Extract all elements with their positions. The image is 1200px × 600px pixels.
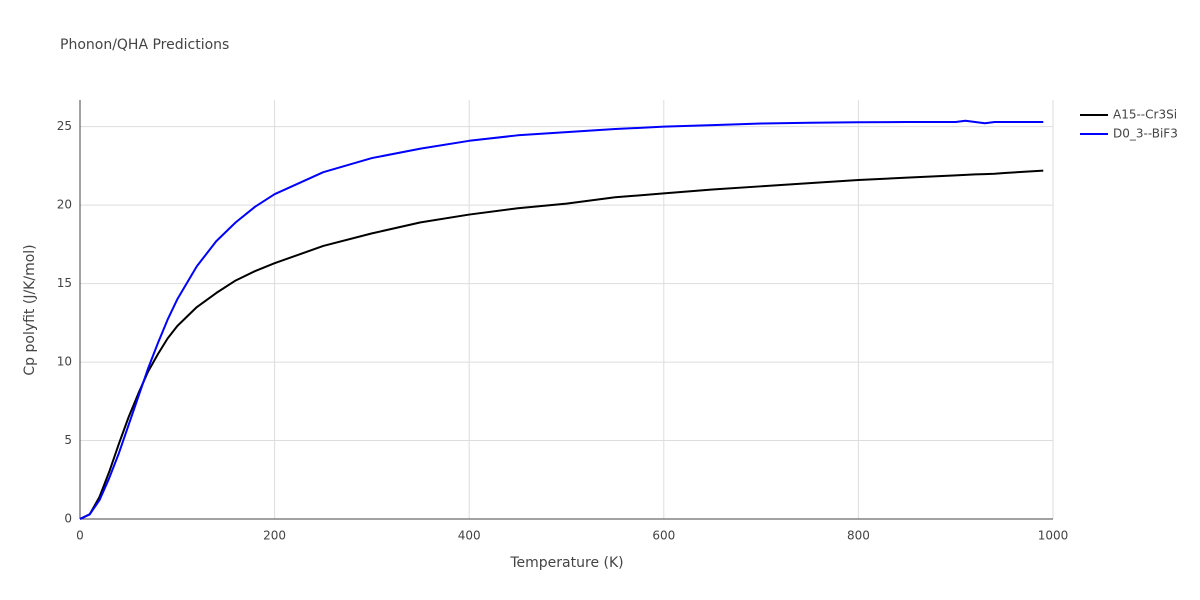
legend-label: D0_3--BiF3 [1113, 127, 1178, 141]
y-tick-label: 5 [64, 433, 72, 447]
x-tick-label: 200 [263, 529, 286, 543]
x-axis-title: Temperature (K) [509, 555, 623, 571]
y-axis-title: Cp polyfit (J/K/mol) [22, 244, 38, 375]
y-tick-label: 15 [57, 276, 72, 290]
series-line [79, 169, 1044, 520]
legend-label: A15--Cr3Si [1113, 108, 1177, 122]
series-line [79, 119, 1044, 520]
x-tick-label: 800 [847, 529, 870, 543]
x-tick-label: 1000 [1038, 529, 1069, 543]
x-tick-label: 600 [652, 529, 675, 543]
y-tick-label: 0 [64, 512, 72, 526]
chart-title: Phonon/QHA Predictions [60, 37, 229, 53]
y-tick-label: 20 [57, 198, 72, 212]
y-tick-label: 25 [57, 119, 72, 133]
x-tick-label: 0 [76, 529, 84, 543]
x-tick-label: 400 [458, 529, 481, 543]
y-tick-label: 10 [57, 355, 72, 369]
